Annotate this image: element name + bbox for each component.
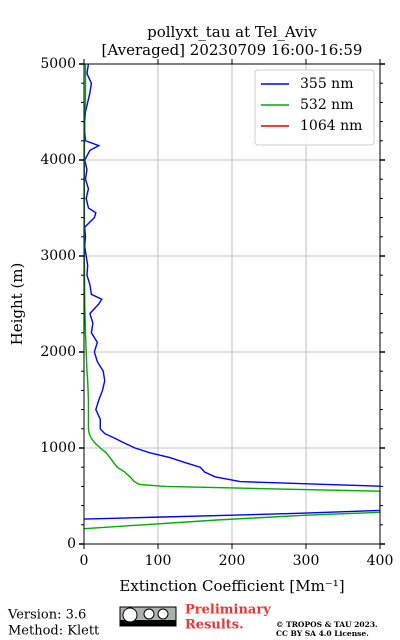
y-tick-label: 0 <box>67 536 76 552</box>
profile-line <box>84 64 380 520</box>
y-tick-label: 5000 <box>40 56 76 72</box>
preliminary-note: Results. <box>185 618 244 633</box>
x-tick-label: 100 <box>145 553 172 569</box>
legend-label: 355 nm <box>300 76 353 92</box>
x-tick-label: 400 <box>367 553 394 569</box>
copyright: © TROPOS & TAU 2023. <box>276 620 378 629</box>
license: CC BY SA 4.0 License. <box>276 629 369 638</box>
y-tick-label: 2000 <box>40 344 76 360</box>
legend-label: 532 nm <box>300 97 353 113</box>
y-axis-label: Height (m) <box>8 263 26 346</box>
method: Method: Klett <box>8 624 100 639</box>
preliminary-note: Preliminary <box>185 603 271 618</box>
x-tick-label: 0 <box>80 553 89 569</box>
x-axis-label: Extinction Coefficient [Mm⁻¹] <box>119 577 344 595</box>
y-tick-label: 4000 <box>40 152 76 168</box>
y-tick-label: 3000 <box>40 248 76 264</box>
x-tick-label: 200 <box>219 553 246 569</box>
x-tick-label: 300 <box>293 553 320 569</box>
chart-title: pollyxt_tau at Tel_Aviv <box>147 23 317 41</box>
legend: 355 nm 532 nm 1064 nm <box>254 69 375 146</box>
version: Version: 3.6 <box>7 608 86 623</box>
y-tick-label: 1000 <box>40 440 76 456</box>
legend-label: 1064 nm <box>300 118 362 134</box>
chart-subtitle: [Averaged] 20230709 16:00-16:59 <box>102 41 363 59</box>
cc-logo <box>119 606 177 627</box>
